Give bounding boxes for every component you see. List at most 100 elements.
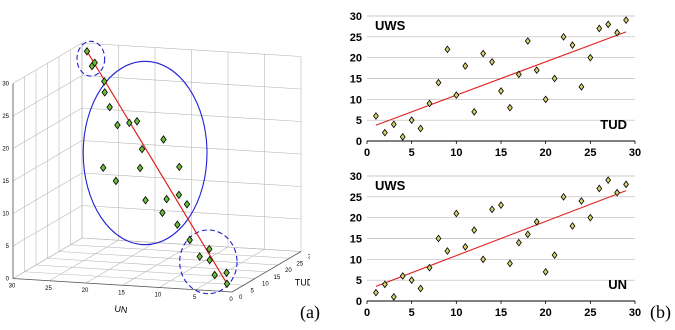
data-point — [399, 272, 406, 280]
series-label-uws: UWS — [375, 178, 406, 193]
y-axis-label: TUD — [295, 277, 310, 287]
data-point — [560, 32, 567, 41]
data-point — [444, 45, 451, 54]
data-point — [83, 47, 91, 56]
x-tick-label: 15 — [495, 147, 507, 159]
data-point — [142, 195, 149, 205]
y-tick-label: 30 — [308, 255, 310, 261]
data-point — [138, 144, 146, 154]
data-point — [551, 74, 558, 83]
y-tick-label: 5 — [251, 288, 255, 294]
data-point — [136, 163, 144, 173]
x-tick-label: 25 — [584, 147, 596, 159]
x-tick-label: 30 — [629, 307, 641, 319]
x-tick-label: 15 — [495, 307, 507, 319]
data-point — [174, 220, 181, 229]
y-tick-label: 15 — [274, 275, 281, 281]
data-point — [623, 16, 629, 25]
y-tick-label: 20 — [350, 213, 362, 225]
data-point — [133, 117, 141, 126]
data-point — [614, 188, 621, 197]
data-point — [176, 162, 183, 172]
data-point — [480, 255, 487, 264]
x-tick-label: 25 — [45, 286, 52, 292]
data-point — [114, 120, 121, 130]
data-point — [569, 222, 576, 230]
floor-grid — [49, 239, 119, 282]
data-point — [569, 41, 576, 50]
data-point — [426, 99, 433, 108]
data-point — [101, 77, 108, 86]
floor-grid — [70, 244, 290, 259]
x-tick-label: 10 — [155, 293, 162, 299]
data-point — [206, 255, 213, 265]
x-axis-label: UN — [608, 277, 627, 292]
tud-axis-line — [231, 251, 302, 293]
data-point — [417, 124, 424, 133]
y-tick-label: 5 — [356, 275, 362, 287]
data-point — [100, 163, 107, 172]
data-point — [417, 284, 424, 293]
y-tick-label: 0 — [356, 136, 362, 148]
y-tick-label: 30 — [350, 171, 362, 183]
floor-grid — [12, 237, 83, 279]
data-point — [471, 226, 478, 235]
data-point — [453, 91, 460, 100]
x-tick-label: 15 — [118, 290, 125, 296]
data-point — [524, 37, 531, 45]
floor-grid — [58, 251, 279, 266]
data-point — [614, 28, 621, 37]
data-point — [498, 87, 504, 95]
x-tick-label: 20 — [82, 288, 89, 294]
data-point — [196, 252, 203, 261]
data-point — [605, 20, 612, 29]
data-point — [408, 276, 415, 285]
floor-grid — [47, 257, 267, 273]
cluster-circle-low — [179, 229, 238, 295]
x-tick-label: 20 — [540, 307, 552, 319]
x-tick-label: 10 — [450, 147, 462, 159]
data-point — [101, 88, 108, 97]
data-point — [623, 180, 629, 189]
data-point — [408, 116, 415, 125]
x-tick-label: 30 — [9, 284, 16, 290]
x-tick-label: 0 — [229, 297, 233, 303]
data-point — [206, 244, 213, 254]
y-tick-label: 25 — [350, 32, 362, 44]
z-tick-label: 5 — [6, 244, 10, 250]
data-point — [533, 217, 540, 226]
data-point — [163, 194, 170, 204]
data-point — [399, 132, 406, 141]
y-tick-label: 25 — [297, 261, 304, 267]
x-tick-label: 30 — [629, 147, 641, 159]
y-tick-label: 10 — [350, 254, 362, 266]
data-point — [480, 49, 487, 58]
y-tick-label: 15 — [350, 234, 362, 246]
panel-a-3d-scatter: 051015202530302520151050051015202530UWSU… — [2, 40, 310, 315]
floor-grid — [81, 237, 302, 252]
cluster-circle-middle — [82, 60, 208, 246]
data-point — [390, 120, 397, 129]
z-tick-label: 10 — [2, 212, 9, 218]
data-point — [542, 95, 549, 104]
data-point — [462, 62, 469, 70]
data-point — [381, 280, 388, 289]
y-tick-label: 25 — [350, 192, 362, 204]
data-point — [183, 200, 191, 209]
side-wall-grid — [81, 75, 302, 90]
panel-b-top-scatter: 0 5 10 15 20 25 30 0 5 10 15 20 25 30 UWS TUD — [350, 11, 641, 159]
y-tick-label: 30 — [350, 11, 362, 23]
trend-line — [86, 50, 228, 285]
data-point — [489, 57, 495, 66]
data-point — [106, 102, 113, 112]
data-point — [223, 268, 230, 277]
z-tick-label: 15 — [2, 179, 9, 185]
un-axis-line — [12, 278, 233, 293]
data-point — [112, 176, 120, 186]
data-point — [587, 213, 594, 222]
data-point — [211, 270, 218, 280]
data-point — [560, 192, 567, 201]
data-point — [515, 70, 522, 79]
data-point — [373, 288, 379, 297]
